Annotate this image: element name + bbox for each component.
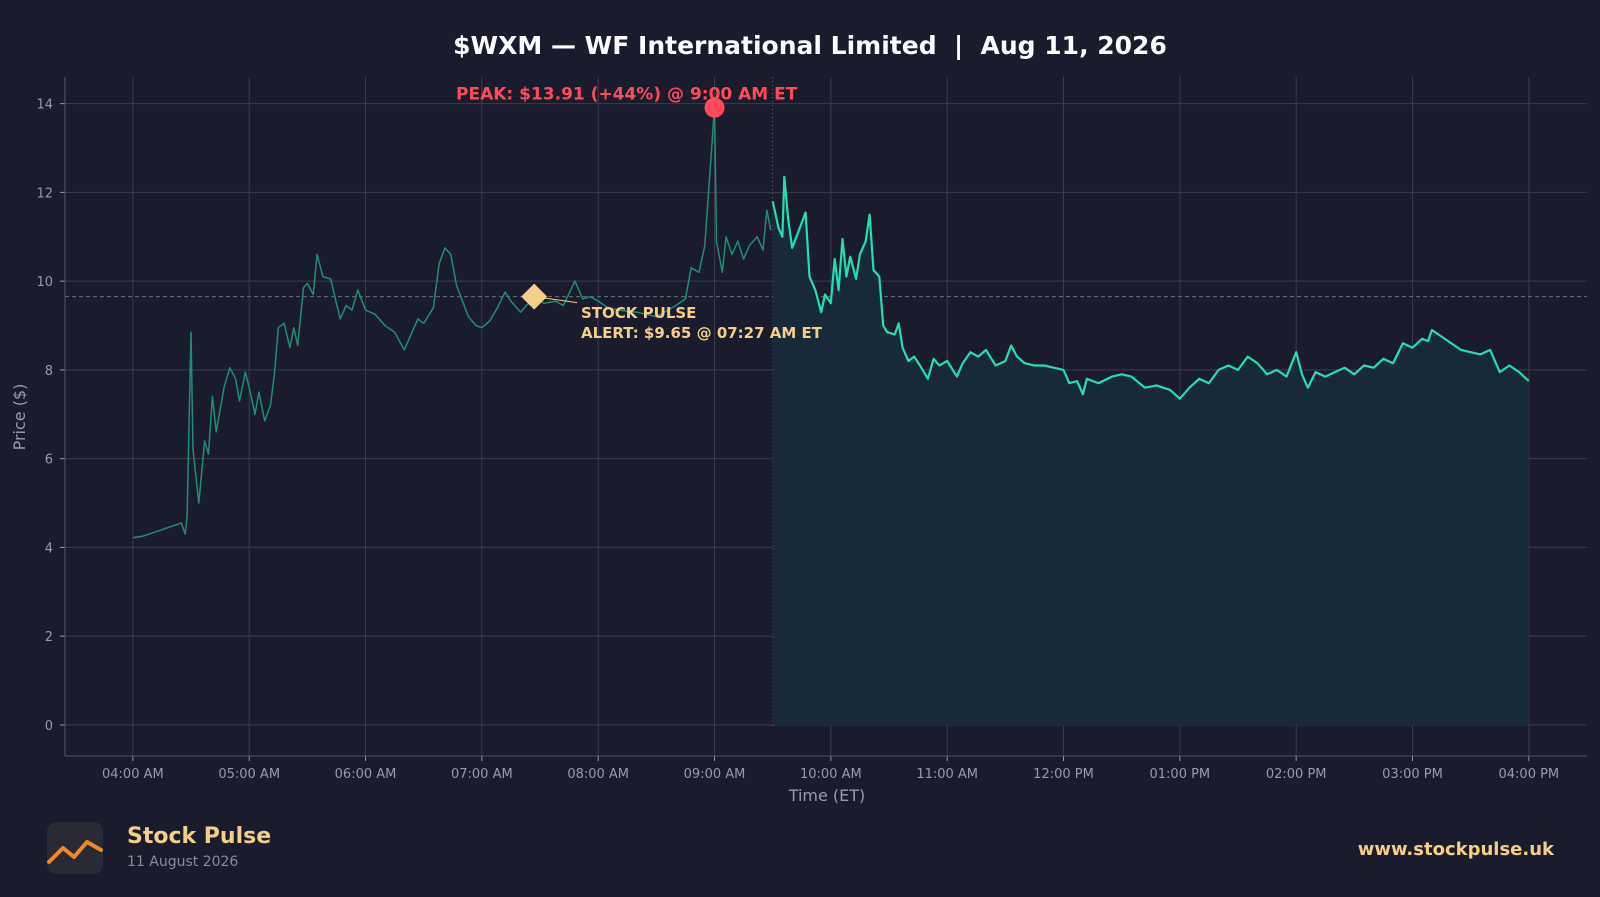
marker-layer: PEAK: $13.91 (+44%) @ 9:00 AM ET STOCK PU… (456, 85, 823, 342)
x-tick-label: 05:00 AM (218, 767, 280, 782)
x-tick-label: 11:00 AM (916, 767, 978, 782)
x-axis-label: Time (ET) (788, 786, 866, 805)
regular-session-price-line (771, 175, 1530, 400)
y-tick-label: 4 (45, 541, 53, 556)
line-layer (132, 106, 1530, 539)
y-tick-label: 8 (45, 364, 53, 379)
x-tick-label: 03:00 PM (1382, 767, 1443, 782)
axis-layer: 0 2 4 6 8 10 12 14 04:00 AM 05:00 AM 06:00 AM 07:00… (36, 77, 1587, 782)
peak-annotation-label: PEAK: $13.91 (+44%) @ 9:00 AM ET (456, 85, 798, 105)
premarket-price-line (132, 106, 772, 539)
y-tick-label: 12 (36, 186, 53, 201)
x-tick-label: 12:00 PM (1033, 767, 1094, 782)
y-tick-label: 0 (45, 719, 53, 734)
alert-label-title: STOCK PULSE (581, 304, 696, 322)
y-tick-label: 10 (36, 275, 53, 290)
x-tick-label: 01:00 PM (1150, 767, 1211, 782)
x-tick-label: 02:00 PM (1266, 767, 1327, 782)
footer-url: www.stockpulse.uk (1357, 839, 1554, 860)
x-tick-label: 04:00 PM (1499, 767, 1560, 782)
x-tick-label: 08:00 AM (567, 767, 629, 782)
stock-pulse-logo (47, 822, 103, 874)
alert-label-detail: ALERT: $9.65 @ 07:27 AM ET (581, 324, 823, 342)
regular-session-area (772, 176, 1529, 725)
x-tick-label: 04:00 AM (102, 767, 164, 782)
x-tick-label: 10:00 AM (800, 767, 862, 782)
x-tick-label: 07:00 AM (451, 767, 513, 782)
trend-line-icon (47, 840, 103, 864)
y-tick-label: 6 (45, 453, 53, 468)
x-tick-label: 09:00 AM (684, 767, 746, 782)
chart-title: $WXM — WF International Limited | Aug 11… (453, 31, 1167, 60)
x-tick-label: 06:00 AM (335, 767, 397, 782)
footer-brand: Stock Pulse (127, 824, 272, 849)
y-tick-label: 2 (45, 630, 53, 645)
y-axis-label: Price ($) (10, 384, 29, 451)
peak-marker (704, 97, 725, 118)
alert-marker (521, 283, 548, 310)
footer-date: 11 August 2026 (127, 854, 239, 870)
y-tick-label: 14 (36, 98, 53, 113)
fill-layer (772, 176, 1529, 725)
